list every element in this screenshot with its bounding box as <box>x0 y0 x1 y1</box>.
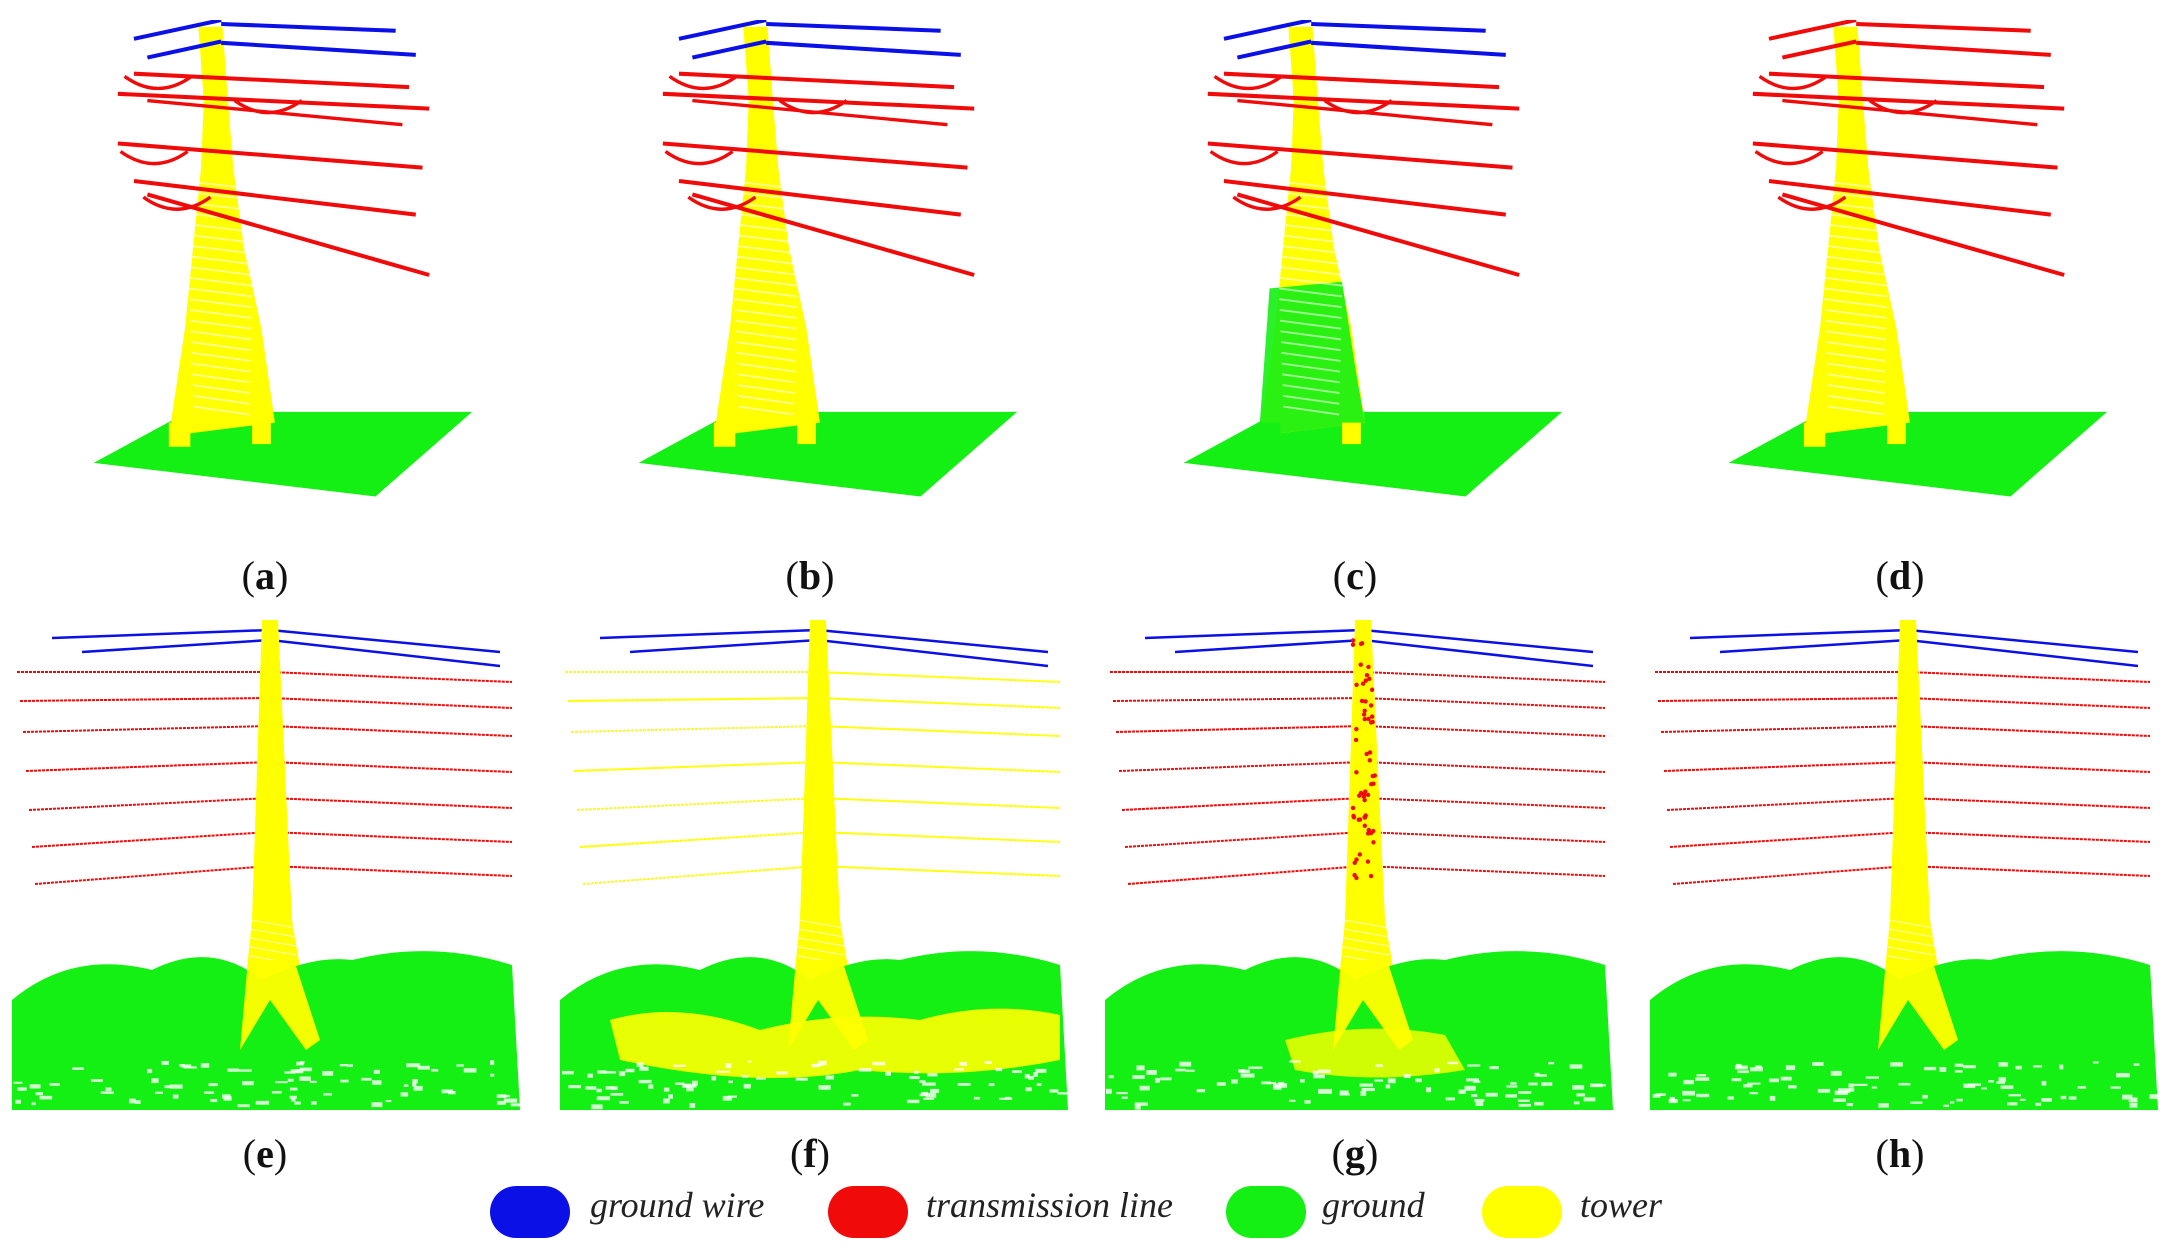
point-cloud-d <box>1728 20 2108 497</box>
point-cloud-g <box>1105 620 1613 1110</box>
transmission-line <box>662 91 975 111</box>
ground-wire <box>1223 20 1312 41</box>
transmission-line <box>1223 179 1507 217</box>
panel-h <box>1650 620 2158 1110</box>
transmission-line <box>1752 141 2058 170</box>
transmission-line <box>117 91 430 111</box>
point-cloud-f <box>560 620 1068 1110</box>
panel-b <box>625 20 1055 530</box>
transmission-line <box>1768 179 2052 217</box>
transmission-line <box>678 179 962 217</box>
transmission-line <box>576 797 819 811</box>
panel-g <box>1105 620 1613 1110</box>
caption-d: (d) <box>1875 553 1925 598</box>
transmission-line <box>1666 797 1909 811</box>
point-cloud-b <box>638 20 1018 497</box>
ground-wire <box>1768 20 1857 41</box>
transmission-line <box>1127 865 1364 885</box>
transmission-line <box>1121 797 1364 811</box>
ground-plane <box>93 411 473 497</box>
transmission-line <box>1115 725 1364 733</box>
transmission-line <box>1752 91 2065 111</box>
transmission-line <box>579 831 819 848</box>
ground-wire <box>133 20 222 41</box>
panel-a <box>80 20 510 530</box>
transmission-line <box>691 192 975 277</box>
transmission-line <box>1663 761 1909 772</box>
legend-label-ground: ground <box>1322 1185 1425 1225</box>
tower-body <box>713 26 820 437</box>
ground-plane <box>1183 411 1563 497</box>
transmission-line <box>25 761 271 772</box>
point-cloud-h <box>1650 620 2158 1110</box>
legend-label-transmission-line: transmission line <box>926 1185 1174 1225</box>
transmission-line <box>1118 761 1364 772</box>
transmission-line <box>1236 192 1520 277</box>
transmission-line <box>1124 831 1364 848</box>
point-cloud-a <box>93 20 473 497</box>
legend-swatch-transmission-line <box>828 1186 908 1238</box>
caption-f: (f) <box>790 1131 830 1176</box>
ground-plane <box>1728 411 2108 497</box>
legend: ground wire transmission line ground tow… <box>490 1178 1790 1248</box>
transmission-line <box>28 797 271 811</box>
panel-e <box>12 620 520 1110</box>
tower-body <box>1878 620 1950 1040</box>
point-cloud-c <box>1183 20 1563 497</box>
transmission-line <box>662 141 968 170</box>
transmission-line <box>582 865 819 885</box>
caption-c: (c) <box>1332 553 1378 598</box>
legend-swatch-ground <box>1226 1186 1306 1238</box>
tower-base-green <box>1258 281 1365 437</box>
caption-e: (e) <box>242 1131 288 1176</box>
transmission-line <box>1781 192 2065 277</box>
caption-b: (b) <box>785 553 835 598</box>
legend-swatch-ground-wire <box>490 1186 570 1238</box>
ground-wire <box>678 20 767 41</box>
transmission-line <box>1207 141 1513 170</box>
transmission-line <box>34 865 271 885</box>
legend-label-tower: tower <box>1580 1185 1663 1225</box>
caption-h: (h) <box>1875 1131 1925 1176</box>
transmission-line <box>1112 697 1364 702</box>
ground-vegetation <box>12 951 520 1110</box>
transmission-line <box>1207 91 1520 111</box>
transmission-line <box>117 141 423 170</box>
panel-f <box>560 620 1068 1110</box>
transmission-line <box>570 725 819 733</box>
transmission-line <box>567 697 819 702</box>
transmission-line <box>1672 865 1909 885</box>
ground-plane <box>638 411 1018 497</box>
panel-d <box>1715 20 2145 530</box>
transmission-line <box>573 761 819 772</box>
tower-body <box>1803 26 1910 437</box>
caption-g: (g) <box>1331 1131 1379 1176</box>
ground-vegetation <box>1650 951 2158 1110</box>
legend-label-ground-wire: ground wire <box>590 1185 765 1225</box>
transmission-line <box>19 697 271 702</box>
transmission-line <box>146 192 430 277</box>
transmission-line <box>22 725 271 733</box>
caption-a: (a) <box>241 553 289 598</box>
point-cloud-e <box>12 620 520 1110</box>
legend-swatch-tower <box>1482 1186 1562 1238</box>
tower-body <box>788 620 860 1040</box>
transmission-line <box>31 831 271 848</box>
transmission-line <box>1660 725 1909 733</box>
tower-body <box>168 26 275 437</box>
panel-c <box>1170 20 1600 530</box>
transmission-line <box>1669 831 1909 848</box>
transmission-line <box>133 179 417 217</box>
transmission-line <box>1657 697 1909 702</box>
tower-body <box>240 620 312 1040</box>
